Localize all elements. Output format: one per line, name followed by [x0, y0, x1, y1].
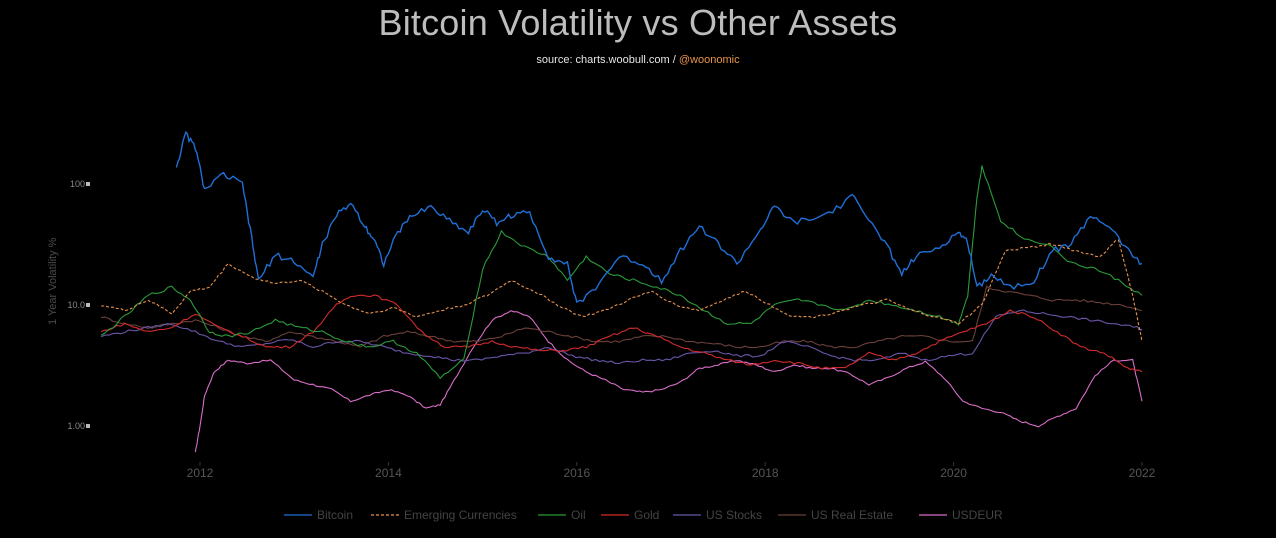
series-line-gold[interactable]: [100, 294, 1143, 373]
series-line-bitcoin[interactable]: [175, 130, 1143, 304]
source-prefix: source: charts.woobull.com /: [536, 54, 679, 66]
chart-source: source: charts.woobull.com / @woonomic: [0, 54, 1276, 66]
y-tick-mark: [86, 182, 90, 186]
series-line-us-stocks[interactable]: [100, 309, 1143, 365]
source-handle-link[interactable]: @woonomic: [678, 54, 740, 66]
legend-item-bitcoin[interactable]: Bitcoin: [317, 508, 353, 522]
series-line-us-real-estate[interactable]: [101, 285, 1143, 349]
y-axis-label: 1 Year Volatility %: [47, 237, 59, 325]
legend-item-oil[interactable]: Oil: [571, 508, 586, 522]
y-tick-mark: [86, 424, 90, 428]
x-tick-label: 2020: [940, 466, 967, 480]
series-line-oil[interactable]: [100, 165, 1143, 380]
x-tick-label: 2012: [187, 466, 214, 480]
legend-item-emerging-currencies[interactable]: Emerging Currencies: [404, 508, 517, 522]
x-axis: 2012 2014 2016 2018 2020 2022: [187, 462, 1156, 480]
y-tick-label: 100: [70, 179, 85, 189]
x-tick-label: 2014: [375, 466, 402, 480]
legend-item-usdeur[interactable]: USDEUR: [952, 508, 1003, 522]
series-lines: [100, 130, 1143, 453]
x-tick-label: 2022: [1129, 466, 1156, 480]
x-tick-label: 2016: [563, 466, 590, 480]
chart-title: Bitcoin Volatility vs Other Assets: [378, 2, 898, 43]
legend-item-us-stocks[interactable]: US Stocks: [706, 508, 762, 522]
legend: Bitcoin Emerging Currencies Oil Gold US Stoc…: [284, 508, 1003, 522]
legend-item-gold[interactable]: Gold: [634, 508, 659, 522]
series-line-emerging-currencies[interactable]: [101, 239, 1143, 342]
y-axis: 1.00 10.0 100: [67, 179, 90, 431]
y-tick-mark: [86, 303, 90, 307]
series-line-usdeur[interactable]: [194, 310, 1143, 453]
y-tick-label: 1.00: [67, 421, 85, 431]
legend-item-us-real-estate[interactable]: US Real Estate: [811, 508, 893, 522]
y-tick-label: 10.0: [67, 300, 85, 310]
x-tick-label: 2018: [752, 466, 779, 480]
